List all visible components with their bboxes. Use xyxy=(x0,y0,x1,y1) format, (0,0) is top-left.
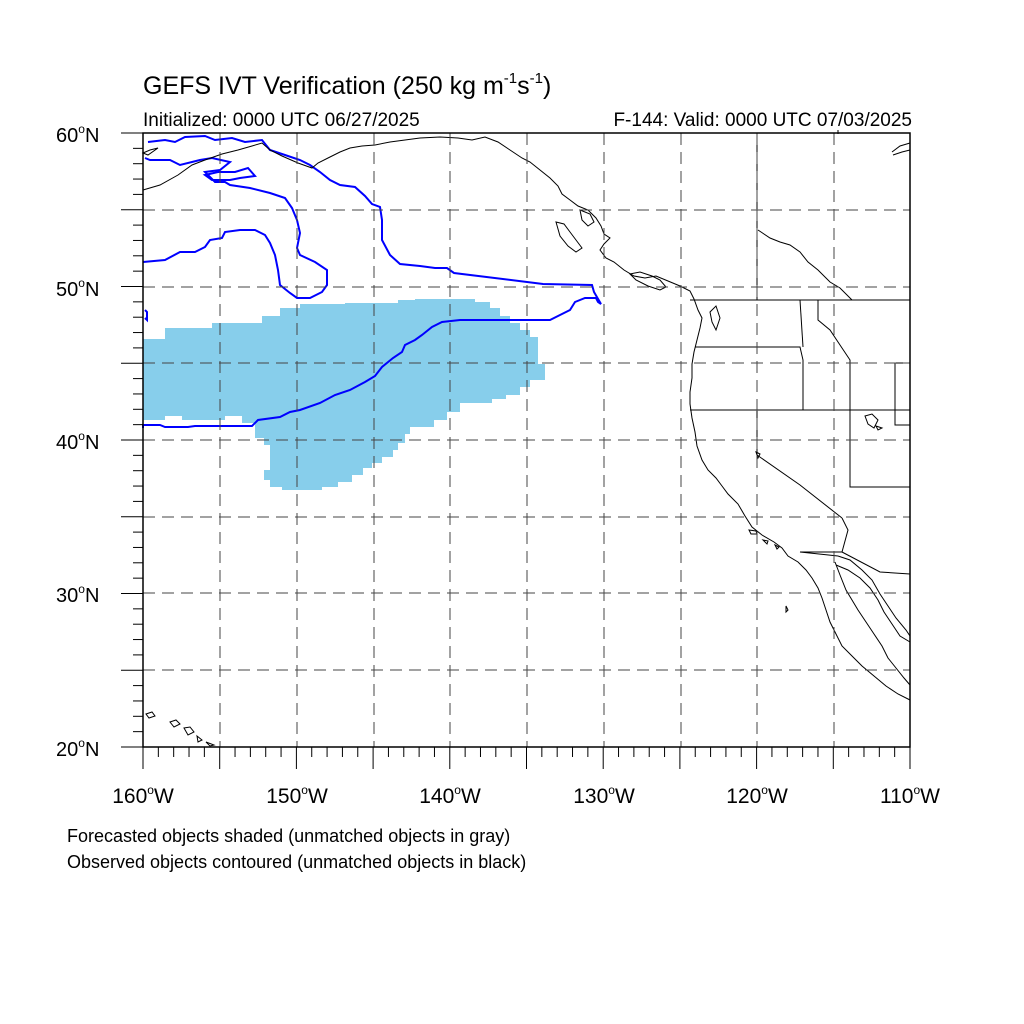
coastlines xyxy=(141,136,911,747)
lat-label-30n: 30oN xyxy=(56,582,100,607)
forecast-object-shading xyxy=(143,299,545,490)
lon-label-150w: 150oW xyxy=(266,783,328,808)
lat-label-40n: 40oN xyxy=(56,429,100,454)
lon-label-120w: 120oW xyxy=(726,783,788,808)
lat-label-60n: 60oN xyxy=(56,122,100,147)
lat-label-20n: 20oN xyxy=(56,736,100,761)
lon-label-130w: 130oW xyxy=(573,783,635,808)
graticule xyxy=(143,133,910,747)
observed-object-contours xyxy=(142,134,602,428)
legend-observed-note: Observed objects contoured (unmatched ob… xyxy=(67,852,527,872)
axis-ticks xyxy=(121,132,911,769)
lon-label-140w: 140oW xyxy=(419,783,481,808)
lon-label-160w: 160oW xyxy=(112,783,174,808)
initialized-time: Initialized: 0000 UTC 06/27/2025 xyxy=(143,110,420,131)
political-boundaries xyxy=(690,130,911,575)
lat-label-50n: 50oN xyxy=(56,276,100,301)
legend-forecast-note: Forecasted objects shaded (unmatched obj… xyxy=(67,826,511,846)
lon-label-110w: 110oW xyxy=(880,783,940,808)
valid-time: F-144: Valid: 0000 UTC 07/03/2025 xyxy=(613,110,912,131)
map-title: GEFS IVT Verification (250 kg m-1s-1) xyxy=(143,70,552,100)
